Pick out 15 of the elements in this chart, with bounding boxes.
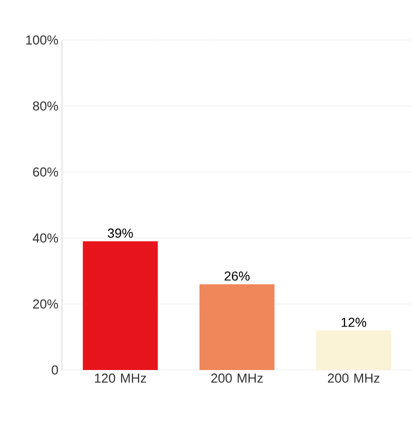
x-tick-label: 200 MHz [328, 374, 380, 383]
y-tick-label: 100% [26, 35, 58, 45]
bar [316, 330, 392, 370]
data-label: 39% [108, 228, 133, 238]
y-tick-label: 60% [33, 167, 58, 177]
x-tick-label: 120 MHz [94, 374, 146, 383]
y-tick-label: 40% [32, 233, 58, 243]
bar [82, 241, 158, 370]
y-tick-label: 80% [33, 101, 58, 111]
data-label: 12% [342, 318, 366, 327]
y-tick-label: 0 [52, 365, 58, 375]
x-tick-label: 200 MHz [211, 374, 263, 383]
data-label: 26% [224, 271, 250, 281]
y-tick-label: 20% [33, 299, 58, 309]
bar [199, 284, 274, 370]
